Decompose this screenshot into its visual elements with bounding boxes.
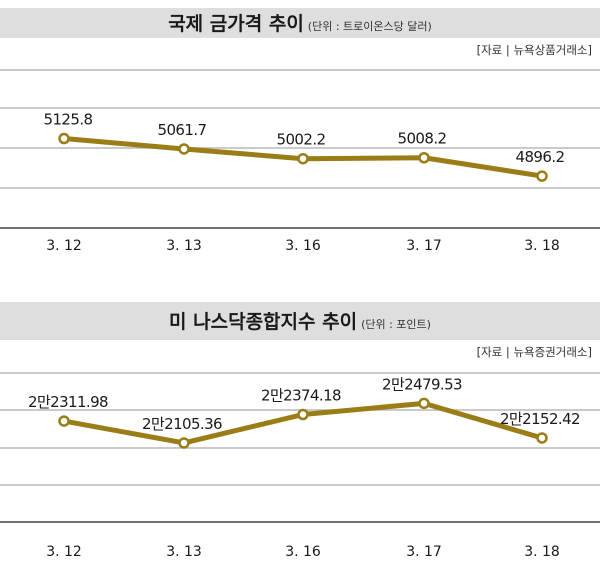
data-point xyxy=(418,151,430,164)
x-tick-label: 3. 18 xyxy=(524,238,560,254)
data-label: 5125.8 xyxy=(44,111,93,129)
chart-panel-1: 국제 금가격 추이 (단위 : 트로이온스당 달러) [자료 | 뉴욕상품거래소] 5… xyxy=(0,8,600,254)
data-label: 2만2374.18 xyxy=(261,386,341,404)
data-point xyxy=(297,152,309,165)
data-point xyxy=(536,432,548,444)
title-bar xyxy=(0,302,600,340)
data-label: 2만2311.98 xyxy=(28,393,108,411)
data-label: 2만2152.42 xyxy=(500,410,580,428)
chart-title-text: 미 나스닥종합지수 추이 xyxy=(169,311,357,333)
source-note: [자료 | 뉴욕증권거래소] xyxy=(477,345,592,359)
x-tick-label: 3. 16 xyxy=(285,544,321,560)
data-point xyxy=(178,437,190,449)
data-label: 2만2105.36 xyxy=(142,415,222,433)
chart-title-text: 국제 금가격 추이 xyxy=(168,13,304,35)
x-tick-label: 3. 12 xyxy=(46,238,82,254)
data-label: 5061.7 xyxy=(158,121,207,139)
x-tick-label: 3. 18 xyxy=(524,544,560,560)
data-point xyxy=(58,132,70,145)
data-label: 5008.2 xyxy=(398,130,447,148)
x-tick-label: 3. 17 xyxy=(406,238,442,254)
data-label: 4896.2 xyxy=(516,148,565,166)
x-tick-label: 3. 17 xyxy=(406,544,442,560)
chart-unit: (단위 : 트로이온스당 달러) xyxy=(308,20,432,33)
title-bar xyxy=(0,8,600,38)
data-label: 5002.2 xyxy=(277,131,326,149)
chart-panel-2: 미 나스닥종합지수 추이 (단위 : 포인트) [자료 | 뉴욕증권거래소] 2만23… xyxy=(0,302,600,560)
source-note: [자료 | 뉴욕상품거래소] xyxy=(477,43,592,57)
chart-title: 미 나스닥종합지수 추이 (단위 : 포인트) xyxy=(169,311,431,333)
x-tick-label: 3. 16 xyxy=(285,238,321,254)
x-tick-label: 3. 12 xyxy=(46,544,82,560)
data-point xyxy=(297,408,309,421)
chart-unit: (단위 : 포인트) xyxy=(361,318,431,331)
data-point xyxy=(418,397,430,410)
data-point xyxy=(536,170,548,182)
data-label: 2만2479.53 xyxy=(382,375,462,393)
chart-title: 국제 금가격 추이 (단위 : 트로이온스당 달러) xyxy=(168,13,432,35)
data-point xyxy=(178,143,190,155)
data-point xyxy=(58,415,70,427)
x-tick-label: 3. 13 xyxy=(166,238,202,254)
x-tick-label: 3. 13 xyxy=(166,544,202,560)
